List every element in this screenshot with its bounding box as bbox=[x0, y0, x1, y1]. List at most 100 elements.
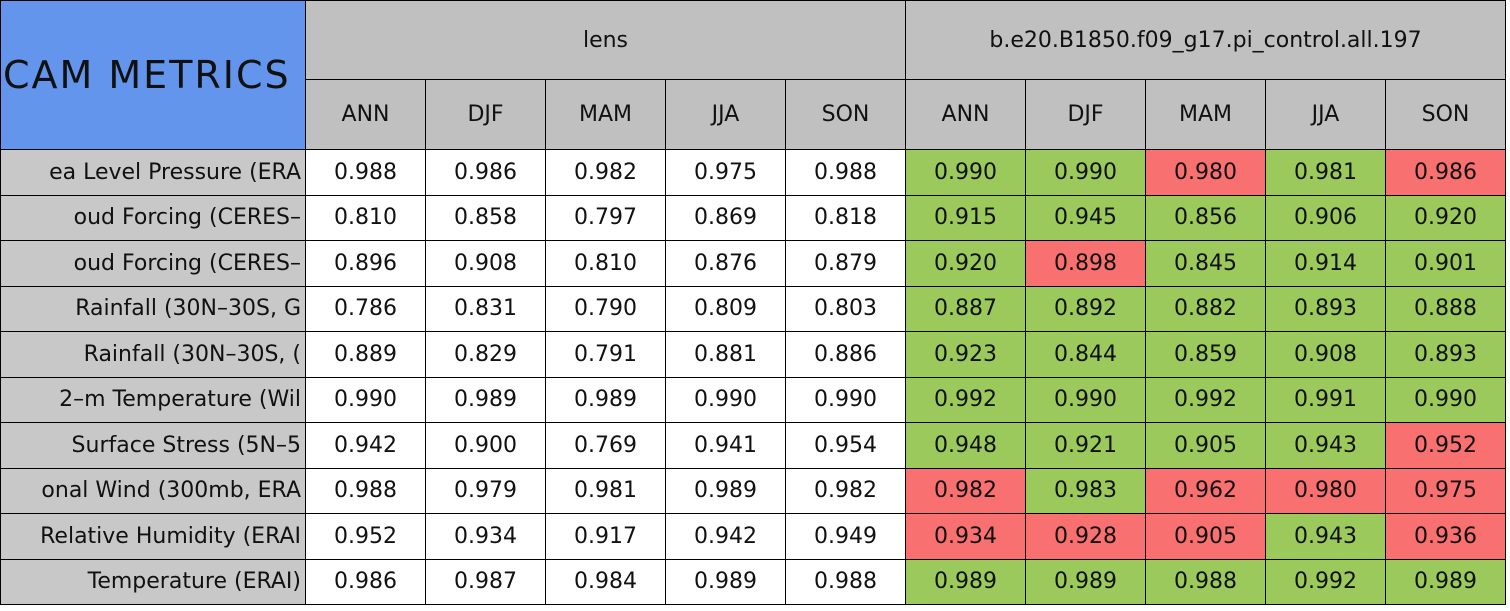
value-cell: 0.943 bbox=[1265, 422, 1386, 469]
value-cell: 0.831 bbox=[425, 285, 546, 332]
value-cell: 0.898 bbox=[1025, 240, 1146, 287]
value-cell: 0.889 bbox=[305, 331, 426, 378]
value-cell: 0.992 bbox=[1265, 558, 1386, 605]
value-cell: 0.934 bbox=[425, 513, 546, 560]
value-cell: 0.858 bbox=[425, 194, 546, 241]
row-label: ea Level Pressure (ERA bbox=[0, 149, 306, 196]
value-cell: 0.990 bbox=[785, 376, 906, 423]
value-cell: 0.797 bbox=[545, 194, 666, 241]
value-cell: 0.876 bbox=[665, 240, 786, 287]
value-cell: 0.856 bbox=[1145, 194, 1266, 241]
row-label: onal Wind (300mb, ERA bbox=[0, 467, 306, 514]
season-header: ANN bbox=[905, 79, 1026, 150]
value-cell: 0.991 bbox=[1265, 376, 1386, 423]
value-cell: 0.952 bbox=[305, 513, 426, 560]
season-header: MAM bbox=[1145, 79, 1266, 150]
value-cell: 0.892 bbox=[1025, 285, 1146, 332]
season-header: SON bbox=[785, 79, 906, 150]
value-cell: 0.941 bbox=[665, 422, 786, 469]
value-cell: 0.809 bbox=[665, 285, 786, 332]
value-cell: 0.989 bbox=[665, 467, 786, 514]
value-cell: 0.829 bbox=[425, 331, 546, 378]
value-cell: 0.989 bbox=[665, 558, 786, 605]
value-cell: 0.769 bbox=[545, 422, 666, 469]
value-cell: 0.989 bbox=[1025, 558, 1146, 605]
value-cell: 0.990 bbox=[905, 149, 1026, 196]
group-header: b.e20.B1850.f09_g17.pi_control.all.197 bbox=[905, 0, 1506, 80]
value-cell: 0.893 bbox=[1385, 331, 1506, 378]
row-label: Surface Stress (5N–5 bbox=[0, 422, 306, 469]
group-header: lens bbox=[305, 0, 906, 80]
value-cell: 0.810 bbox=[305, 194, 426, 241]
value-cell: 0.962 bbox=[1145, 467, 1266, 514]
value-cell: 0.869 bbox=[665, 194, 786, 241]
value-cell: 0.988 bbox=[305, 467, 426, 514]
value-cell: 0.886 bbox=[785, 331, 906, 378]
season-header: JJA bbox=[665, 79, 786, 150]
value-cell: 0.920 bbox=[905, 240, 1026, 287]
value-cell: 0.921 bbox=[1025, 422, 1146, 469]
value-cell: 0.992 bbox=[905, 376, 1026, 423]
value-cell: 0.790 bbox=[545, 285, 666, 332]
value-cell: 0.915 bbox=[905, 194, 1026, 241]
value-cell: 0.949 bbox=[785, 513, 906, 560]
value-cell: 0.887 bbox=[905, 285, 1026, 332]
value-cell: 0.989 bbox=[545, 376, 666, 423]
corner-header: CAM METRICS bbox=[0, 0, 306, 150]
value-cell: 0.943 bbox=[1265, 513, 1386, 560]
value-cell: 0.982 bbox=[905, 467, 1026, 514]
value-cell: 0.942 bbox=[665, 513, 786, 560]
value-cell: 0.934 bbox=[905, 513, 1026, 560]
value-cell: 0.979 bbox=[425, 467, 546, 514]
value-cell: 0.990 bbox=[1025, 376, 1146, 423]
value-cell: 0.986 bbox=[425, 149, 546, 196]
value-cell: 0.881 bbox=[665, 331, 786, 378]
value-cell: 0.859 bbox=[1145, 331, 1266, 378]
value-cell: 0.981 bbox=[545, 467, 666, 514]
value-cell: 0.942 bbox=[305, 422, 426, 469]
season-header: DJF bbox=[1025, 79, 1146, 150]
value-cell: 0.803 bbox=[785, 285, 906, 332]
value-cell: 0.987 bbox=[425, 558, 546, 605]
value-cell: 0.986 bbox=[305, 558, 426, 605]
value-cell: 0.982 bbox=[785, 467, 906, 514]
value-cell: 0.988 bbox=[305, 149, 426, 196]
season-header: ANN bbox=[305, 79, 426, 150]
value-cell: 0.879 bbox=[785, 240, 906, 287]
value-cell: 0.888 bbox=[1385, 285, 1506, 332]
value-cell: 0.923 bbox=[905, 331, 1026, 378]
value-cell: 0.990 bbox=[1385, 376, 1506, 423]
value-cell: 0.945 bbox=[1025, 194, 1146, 241]
value-cell: 0.893 bbox=[1265, 285, 1386, 332]
value-cell: 0.882 bbox=[1145, 285, 1266, 332]
value-cell: 0.983 bbox=[1025, 467, 1146, 514]
value-cell: 0.989 bbox=[1385, 558, 1506, 605]
row-label: Rainfall (30N–30S, ( bbox=[0, 331, 306, 378]
value-cell: 0.986 bbox=[1385, 149, 1506, 196]
row-label: oud Forcing (CERES– bbox=[0, 240, 306, 287]
row-label: Temperature (ERAI) bbox=[0, 558, 306, 605]
value-cell: 0.917 bbox=[545, 513, 666, 560]
value-cell: 0.845 bbox=[1145, 240, 1266, 287]
value-cell: 0.900 bbox=[425, 422, 546, 469]
value-cell: 0.810 bbox=[545, 240, 666, 287]
season-header: DJF bbox=[425, 79, 546, 150]
value-cell: 0.948 bbox=[905, 422, 1026, 469]
value-cell: 0.980 bbox=[1145, 149, 1266, 196]
value-cell: 0.975 bbox=[665, 149, 786, 196]
row-label: oud Forcing (CERES– bbox=[0, 194, 306, 241]
value-cell: 0.906 bbox=[1265, 194, 1386, 241]
value-cell: 0.981 bbox=[1265, 149, 1386, 196]
value-cell: 0.989 bbox=[905, 558, 1026, 605]
value-cell: 0.984 bbox=[545, 558, 666, 605]
value-cell: 0.988 bbox=[1145, 558, 1266, 605]
value-cell: 0.914 bbox=[1265, 240, 1386, 287]
value-cell: 0.988 bbox=[785, 149, 906, 196]
value-cell: 0.928 bbox=[1025, 513, 1146, 560]
value-cell: 0.905 bbox=[1145, 513, 1266, 560]
value-cell: 0.990 bbox=[665, 376, 786, 423]
season-header: JJA bbox=[1265, 79, 1386, 150]
value-cell: 0.954 bbox=[785, 422, 906, 469]
value-cell: 0.905 bbox=[1145, 422, 1266, 469]
